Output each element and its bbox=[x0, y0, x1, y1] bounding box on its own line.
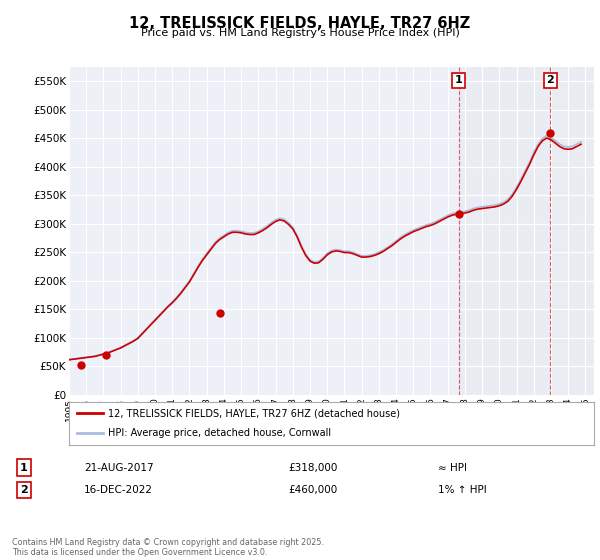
Text: £460,000: £460,000 bbox=[288, 485, 337, 495]
Text: 1: 1 bbox=[455, 76, 463, 85]
Point bbox=[76, 361, 86, 370]
Point bbox=[545, 128, 555, 137]
Point bbox=[215, 309, 225, 318]
Point bbox=[101, 351, 110, 360]
Text: ≈ HPI: ≈ HPI bbox=[438, 463, 467, 473]
Text: 16-DEC-2022: 16-DEC-2022 bbox=[84, 485, 153, 495]
Text: 12, TRELISSICK FIELDS, HAYLE, TR27 6HZ (detached house): 12, TRELISSICK FIELDS, HAYLE, TR27 6HZ (… bbox=[109, 408, 400, 418]
Text: 2: 2 bbox=[20, 485, 28, 495]
Text: HPI: Average price, detached house, Cornwall: HPI: Average price, detached house, Corn… bbox=[109, 428, 331, 438]
Text: £318,000: £318,000 bbox=[288, 463, 337, 473]
Text: 12, TRELISSICK FIELDS, HAYLE, TR27 6HZ: 12, TRELISSICK FIELDS, HAYLE, TR27 6HZ bbox=[130, 16, 470, 31]
Bar bbox=[459, 67, 594, 395]
Text: Price paid vs. HM Land Registry's House Price Index (HPI): Price paid vs. HM Land Registry's House … bbox=[140, 28, 460, 38]
Text: 2: 2 bbox=[547, 76, 554, 85]
Point bbox=[454, 209, 464, 218]
Text: 1% ↑ HPI: 1% ↑ HPI bbox=[438, 485, 487, 495]
Text: Contains HM Land Registry data © Crown copyright and database right 2025.
This d: Contains HM Land Registry data © Crown c… bbox=[12, 538, 324, 557]
Text: 1: 1 bbox=[20, 463, 28, 473]
Text: 21-AUG-2017: 21-AUG-2017 bbox=[84, 463, 154, 473]
